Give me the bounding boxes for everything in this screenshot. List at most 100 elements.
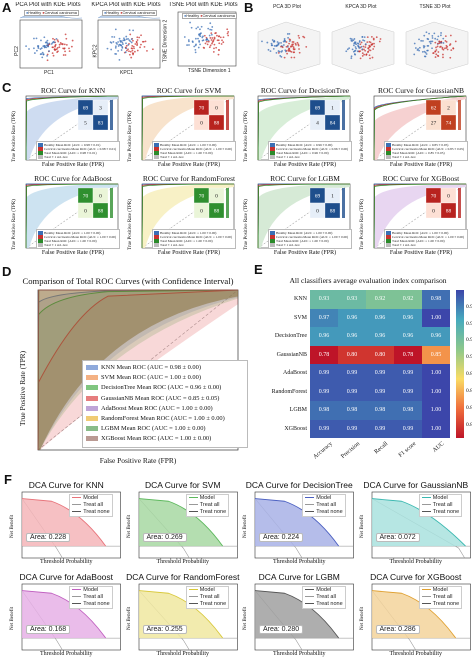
scatter-point	[119, 40, 122, 43]
dca-xlabel: Threshold Probability	[156, 651, 210, 657]
roc-plot-title: ROC Curve for KNN	[40, 86, 106, 95]
legend-label: Treat all	[83, 594, 103, 600]
scatter-point	[123, 39, 126, 42]
scatter-point	[426, 49, 429, 52]
dca-plot-5: DCA Curve for AdaBoost Model Treat all Trea…	[8, 572, 125, 663]
dca-area-label: Area: 0.224	[259, 532, 304, 542]
legend-label: Treat all	[83, 502, 103, 508]
heatmap-cell: 0.99	[310, 364, 338, 383]
legend-swatch	[305, 602, 315, 605]
roc-legend-entry: Total Mean ROC (AUC = 1.00 ± 0.00)	[154, 238, 234, 244]
roc-plot-title: ROC Curve for LGBM	[270, 174, 340, 183]
scatter-point	[345, 50, 348, 53]
scatter-point	[359, 57, 362, 60]
dca-legend: Model Treat all Treat none	[418, 586, 463, 609]
scatter-point	[118, 43, 121, 46]
scatter-point	[65, 43, 68, 46]
colorbar-tick: 0.950	[466, 320, 472, 327]
scatter-point	[363, 48, 365, 51]
scatter-point	[120, 49, 123, 51]
colorbar-tick: 0.800	[466, 421, 472, 428]
tsne-plot: TSNE Plot with KDE Plots ●Healthy ●Cervi…	[162, 2, 240, 78]
scatter-point	[128, 29, 131, 32]
scatter-point	[44, 41, 47, 44]
dca-plot-3: DCA Curve for DecisionTree Model Treat all…	[241, 480, 358, 572]
scatter-point	[188, 40, 190, 43]
scatter-point	[132, 29, 135, 32]
scatter-point	[131, 45, 134, 47]
scatter-point	[277, 42, 280, 45]
heatmap-cell: 1.00	[422, 382, 450, 401]
scatter-point	[200, 32, 202, 35]
scatter-point	[292, 46, 295, 49]
scatter-point	[368, 49, 370, 51]
scatter-point	[422, 45, 425, 47]
pca-3d-scatter	[257, 21, 321, 75]
roc-legend: Healthy Mean ROC (AUC = 0.98 ± 0.01) Cerv…	[36, 141, 120, 161]
scatter-point	[132, 52, 135, 55]
confusion-value: 1	[331, 106, 334, 112]
dca-legend: Model Treat all Treat none	[418, 494, 463, 517]
scatter-point	[298, 48, 300, 50]
confusion-colorbar	[110, 100, 113, 130]
scatter-point	[369, 49, 372, 52]
chance-line	[37, 289, 239, 451]
roc-legend-entry: Total ± 1 std. dev.	[38, 155, 118, 160]
scatter-point	[357, 44, 359, 47]
legend-label: Treat all	[199, 502, 220, 508]
heatmap-row-label: RandomForest	[271, 388, 307, 395]
legend-label: Treat none	[83, 601, 110, 607]
scatter-point	[288, 38, 291, 41]
scatter-point	[361, 55, 364, 57]
roc-plot-2: ROC Curve for SVM 70 0 0 88 Healthy Mean ROC …	[124, 86, 240, 174]
scatter-point	[227, 34, 230, 37]
scatter-point	[444, 39, 447, 42]
heatmap-row-label: DecisionTree	[274, 333, 307, 339]
legend-swatch	[421, 503, 431, 506]
legend-swatch	[86, 405, 98, 411]
roc-curve	[373, 183, 467, 249]
dca-plot-title: DCA Curve for XGBoost	[370, 572, 462, 582]
dca-legend-entry: Model	[188, 495, 226, 502]
scatter-point	[418, 46, 421, 49]
legend-swatch	[421, 602, 431, 605]
scatter-point	[120, 44, 122, 47]
scatter-point	[286, 52, 289, 55]
scatter-point	[194, 51, 197, 54]
kpca-xlabel: KPC1	[120, 70, 134, 76]
roc-plot-7: ROC Curve for LGBM 69 1 0 88 Healthy Mean ROC…	[240, 174, 356, 262]
roc-curve	[141, 95, 235, 161]
heatmap-cell: 1.00	[422, 401, 450, 420]
scatter-point	[54, 45, 56, 48]
scatter-point	[125, 44, 128, 47]
scatter-point	[58, 43, 61, 46]
scatter-point	[222, 36, 225, 39]
confusion-value: 62	[431, 106, 437, 112]
scatter-point	[213, 47, 215, 50]
scatter-point	[207, 27, 210, 30]
dca-xlabel: Threshold Probability	[273, 651, 326, 657]
roc-legend-entry: Total Mean ROC (AUC = 1.00 ± 0.00)	[270, 238, 350, 244]
scatter-point	[217, 39, 220, 42]
legend-label: Model	[83, 495, 99, 501]
scatter-point	[133, 50, 136, 53]
scatter-point	[208, 34, 211, 37]
scatter-point	[298, 37, 301, 39]
scatter-point	[379, 38, 382, 40]
tsne-scatter	[177, 11, 237, 67]
scatter-point	[202, 46, 205, 49]
legend-label: Treat none	[432, 601, 460, 607]
scatter-point	[454, 40, 457, 43]
roc-curve	[141, 183, 235, 249]
roc-ylabel: True Positive Rate (TPR)	[12, 111, 17, 162]
scatter-point	[41, 56, 44, 59]
scatter-point	[187, 39, 190, 41]
scatter-point	[33, 37, 35, 40]
confusion-value: 0	[200, 121, 203, 127]
dca-area-label: Area: 0.168	[26, 624, 71, 634]
scatter-point	[132, 45, 135, 48]
roc-comparison-legend-entry: XGBoost Mean ROC (AUC = 1.00 ± 0.00)	[86, 435, 211, 442]
scatter-point	[287, 36, 289, 39]
roc-xlabel: False Positive Rate (FPR)	[389, 162, 453, 168]
heatmap-cell: 0.96	[394, 327, 422, 346]
